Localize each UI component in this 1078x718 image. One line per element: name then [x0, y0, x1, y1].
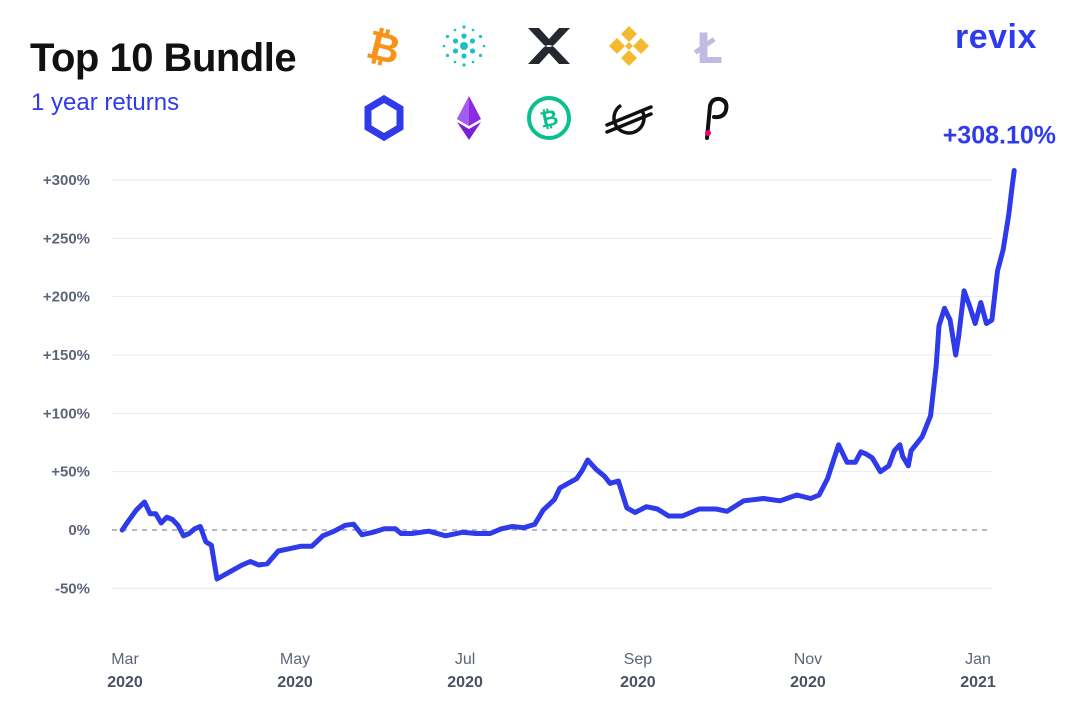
y-tick-label: 0% — [68, 522, 90, 539]
litecoin-icon: Ł — [685, 22, 733, 70]
end-value-label: +308.10% — [943, 122, 1056, 150]
x-axis: Mar 2020 May 2020 Jul 2020 Sep 2020 Nov 2020 Jan 20… — [107, 651, 996, 691]
svg-text:Ł: Ł — [694, 24, 723, 70]
y-tick-label: +50% — [51, 464, 90, 481]
y-tick-label: +150% — [43, 347, 90, 364]
x-tick-month: Jan — [965, 651, 991, 668]
chart-title: Top 10 Bundle — [30, 36, 297, 80]
x-tick-year: 2021 — [960, 674, 996, 691]
binance-coin-icon — [605, 22, 653, 70]
polkadot-icon — [690, 94, 738, 142]
bitcoin-cash-icon: ₿ — [525, 94, 573, 142]
x-tick-month: Sep — [624, 651, 653, 668]
y-tick-label: +200% — [43, 289, 90, 306]
svg-text:₿: ₿ — [538, 105, 561, 133]
x-tick-month: Jul — [455, 651, 475, 668]
x-tick-year: 2020 — [790, 674, 826, 691]
x-tick-month: Mar — [111, 651, 139, 668]
y-tick-label: -50% — [55, 580, 90, 597]
coin-icons: ₿ — [360, 22, 750, 146]
x-tick-year: 2020 — [277, 674, 313, 691]
x-tick-month: May — [280, 651, 310, 668]
chainlink-icon — [360, 94, 408, 142]
x-tick-year: 2020 — [447, 674, 483, 691]
y-tick-label: +250% — [43, 230, 90, 247]
xrp-icon — [525, 22, 573, 70]
ethereum-icon — [445, 94, 493, 142]
cardano-icon — [440, 22, 488, 70]
grid-lines — [112, 179, 992, 589]
x-tick-month: Nov — [794, 651, 822, 668]
stellar-icon — [605, 94, 653, 142]
x-tick-year: 2020 — [107, 674, 143, 691]
series-layer — [119, 168, 1017, 582]
y-axis: +300% +250% +200% +150% +100% +50% 0% -50% — [43, 172, 90, 597]
series-line — [119, 168, 1017, 582]
y-tick-label: +300% — [43, 172, 90, 189]
y-tick-label: +100% — [43, 405, 90, 422]
chart-subtitle: 1 year returns — [31, 89, 180, 116]
bitcoin-icon: ₿ — [360, 22, 408, 70]
brand-logo: revix — [955, 18, 1037, 56]
x-tick-year: 2020 — [620, 674, 656, 691]
